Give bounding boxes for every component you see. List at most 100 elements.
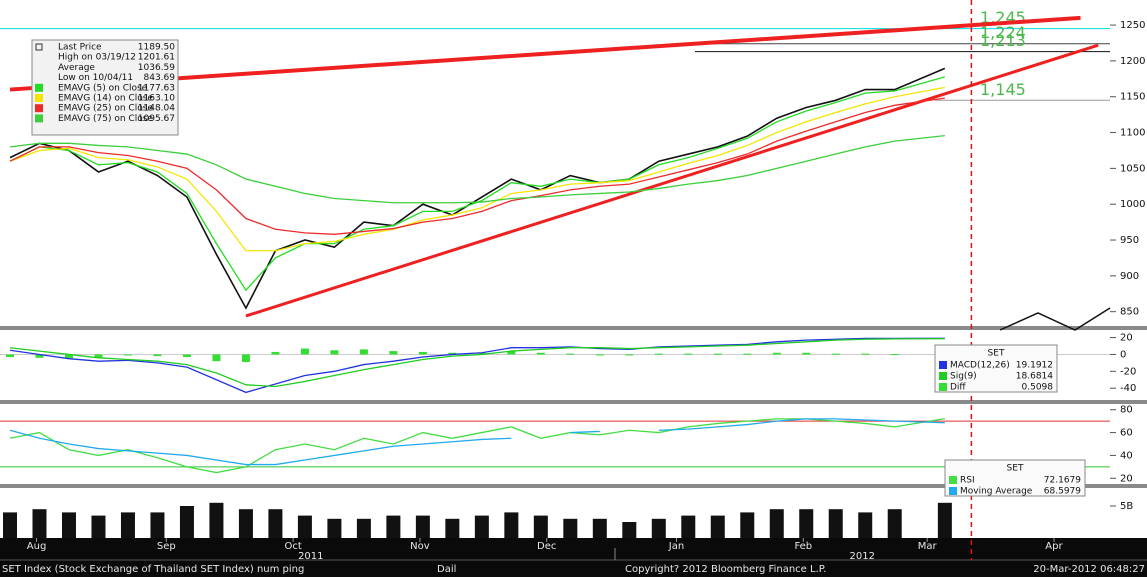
bar xyxy=(212,354,221,362)
bar xyxy=(861,353,870,355)
legend-value: 18.6814 xyxy=(1016,372,1053,382)
bar xyxy=(831,353,840,355)
legend-value: 68.5979 xyxy=(1044,487,1081,497)
footer-period: Dail xyxy=(437,564,456,575)
bar xyxy=(150,512,165,538)
x-tick-label: Jan xyxy=(668,541,684,552)
legend-swatch xyxy=(939,372,947,380)
bar xyxy=(890,354,899,356)
series-line xyxy=(9,135,945,204)
series-line xyxy=(9,97,945,235)
bar xyxy=(61,512,76,538)
legend-value: 1177.63 xyxy=(138,83,175,93)
bar xyxy=(445,518,460,538)
bar xyxy=(681,515,696,538)
bar xyxy=(477,352,486,355)
footer-copyright: Copyright? 2012 Bloomberg Finance L.P. xyxy=(625,564,826,575)
bar xyxy=(389,351,398,355)
legend-box xyxy=(934,344,1058,393)
bar xyxy=(622,522,637,538)
bar xyxy=(120,512,135,538)
series-line xyxy=(9,429,512,466)
x-tick-label: Nov xyxy=(410,541,430,552)
series-line xyxy=(658,418,945,431)
level-label: 1,224 xyxy=(980,23,1026,42)
legend-title: SET xyxy=(1007,464,1024,474)
y-tick-label: 40 xyxy=(1120,450,1133,461)
bar xyxy=(858,512,873,538)
y-tick-label: 0 xyxy=(1120,349,1126,360)
legend-label: MACD(12,26) xyxy=(950,361,1010,371)
bar xyxy=(359,349,368,355)
legend-swatch xyxy=(949,487,957,495)
bar xyxy=(651,518,666,538)
legend-value: 1036.59 xyxy=(138,63,175,73)
bar xyxy=(32,509,47,538)
bar xyxy=(271,351,280,355)
legend-value: 1201.61 xyxy=(138,53,175,63)
legend-value: 843.69 xyxy=(144,73,176,83)
year-label: 2011 xyxy=(298,551,323,562)
trendline xyxy=(9,15,1081,92)
legend-value: 72.1679 xyxy=(1044,476,1081,486)
y-tick-label: 1000 xyxy=(1120,199,1145,210)
y-tick-label: 20 xyxy=(1120,333,1133,344)
legend-label: EMAVG (75) on Close xyxy=(58,114,153,124)
bar xyxy=(3,512,17,538)
y-tick-label: 5B xyxy=(1120,501,1133,512)
panel-divider xyxy=(0,484,1147,488)
bar xyxy=(209,502,224,538)
bar xyxy=(268,509,283,538)
panel-legend: SET RSI 72.1679 Moving Average 68.5979 xyxy=(944,459,1086,497)
legend-collapse-icon xyxy=(35,43,43,51)
bar xyxy=(418,351,427,355)
legend-value: 1095.67 xyxy=(138,114,175,124)
legend-value: 19.1912 xyxy=(1016,361,1053,371)
legend-label: Sig(9) xyxy=(950,372,977,382)
bar xyxy=(153,354,162,357)
legend-value: 1189.50 xyxy=(138,43,175,53)
series-line xyxy=(9,86,945,252)
bar xyxy=(536,352,545,355)
legend-swatch xyxy=(939,361,947,369)
x-tick-label: Mar xyxy=(918,541,938,552)
bar xyxy=(743,353,752,355)
legend-value: 1148.04 xyxy=(138,104,175,114)
y-tick-label: 950 xyxy=(1120,235,1139,246)
y-tick-label: 1100 xyxy=(1120,128,1145,139)
bar xyxy=(297,515,312,538)
bar xyxy=(415,515,430,538)
legend-swatch xyxy=(35,83,43,92)
legend-label: Last Price xyxy=(58,43,102,53)
year-label: 2012 xyxy=(850,551,875,562)
bar xyxy=(386,515,401,538)
bar xyxy=(710,515,725,538)
y-tick-label: 80 xyxy=(1120,405,1133,416)
trendline xyxy=(245,43,1099,318)
y-tick-label: 60 xyxy=(1120,428,1133,439)
legend-box xyxy=(31,39,179,136)
bar xyxy=(35,354,44,358)
level-label: 1,145 xyxy=(980,80,1026,99)
x-tick-label: Dec xyxy=(537,541,556,552)
bar xyxy=(684,353,693,355)
y-tick-label: 1050 xyxy=(1120,163,1145,174)
projection xyxy=(999,307,1111,331)
series-line xyxy=(9,76,946,292)
legend-value: 1163.10 xyxy=(138,94,175,104)
bar xyxy=(91,515,106,538)
legend-label: EMAVG (5) on Close xyxy=(58,83,148,93)
legend-swatch xyxy=(35,114,43,123)
x-tick-label: Feb xyxy=(794,541,812,552)
legend-swatch xyxy=(35,94,43,102)
series-line xyxy=(9,337,945,394)
panel-divider xyxy=(0,400,1147,404)
legend-swatch xyxy=(35,104,43,113)
legend-swatch xyxy=(939,383,947,391)
panel-divider xyxy=(0,326,1147,330)
bar xyxy=(327,518,342,538)
bar xyxy=(507,351,516,355)
series-line xyxy=(9,338,945,388)
bar xyxy=(887,509,902,538)
y-tick-label: -20 xyxy=(1120,366,1136,377)
